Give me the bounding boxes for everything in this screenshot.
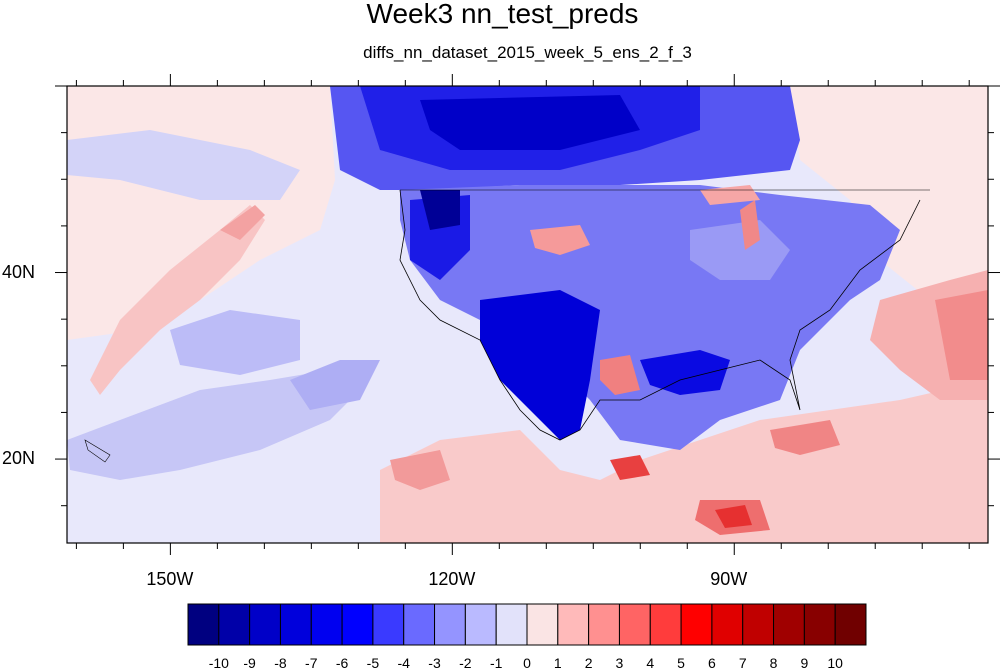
colorbar-label: -1	[489, 655, 503, 671]
lon-tick-label: 150W	[146, 569, 194, 589]
colorbar-swatch	[742, 603, 775, 646]
colorbar	[187, 603, 867, 646]
colorbar-label: -2	[459, 655, 472, 671]
colorbar-label: 4	[646, 655, 655, 671]
colorbar-swatch	[249, 603, 281, 646]
colorbar-label: 0	[523, 655, 531, 671]
map-subtitle: diffs_nn_dataset_2015_week_5_ens_2_f_3	[363, 43, 692, 62]
colorbar-swatch	[434, 603, 466, 646]
colorbar-swatch	[310, 603, 343, 646]
coastlines	[84, 189, 930, 463]
lon-tick-label: 90W	[710, 569, 748, 589]
colorbar-label: -5	[366, 655, 380, 671]
colorbar-swatch	[403, 603, 436, 646]
colorbar-label: 7	[738, 655, 747, 671]
colorbar-label: 1	[553, 655, 562, 671]
colorbar-label: -8	[274, 655, 287, 671]
colorbar-label: 6	[708, 655, 716, 671]
plot-frame	[66, 85, 989, 544]
colorbar-label: -7	[305, 655, 318, 671]
colorbar-label: -9	[243, 655, 256, 671]
colorbar-swatch	[680, 603, 713, 646]
colorbar-swatch	[495, 603, 528, 646]
colorbar-swatch	[557, 603, 590, 646]
colorbar-label: 3	[615, 655, 624, 671]
colorbar-swatch	[618, 603, 651, 646]
colorbar-label: -10	[208, 655, 229, 671]
colorbar-label: 10	[827, 655, 843, 671]
colorbar-label: -4	[397, 655, 410, 671]
difference-field	[67, 86, 988, 543]
lat-tick-label: 40N	[2, 261, 36, 282]
colorbar-swatch	[711, 603, 744, 646]
colorbar-swatch	[279, 603, 312, 646]
colorbar-label: 8	[769, 655, 778, 671]
colorbar-swatch	[187, 603, 220, 646]
lon-tick-label: 120W	[428, 569, 476, 589]
axis-ticks	[55, 74, 1000, 555]
lat-tick-label: 20N	[2, 448, 36, 469]
colorbar-label: -6	[335, 655, 349, 671]
colorbar-swatch	[341, 603, 374, 646]
colorbar-label: 9	[800, 655, 809, 671]
colorbar-swatch	[649, 603, 682, 646]
colorbar-swatch	[588, 603, 620, 646]
colorbar-swatch	[773, 603, 805, 646]
colorbar-swatch	[372, 603, 405, 646]
colorbar-swatch	[526, 603, 559, 646]
colorbar-label: -3	[428, 655, 441, 671]
colorbar-swatch	[834, 603, 867, 646]
colorbar-swatch	[803, 603, 836, 646]
colorbar-label: 5	[677, 655, 685, 671]
colorbar-swatch	[218, 603, 251, 646]
colorbar-label: 2	[584, 655, 593, 671]
colorbar-swatch	[464, 603, 497, 646]
map-title: Week3 nn_test_preds	[366, 0, 639, 29]
